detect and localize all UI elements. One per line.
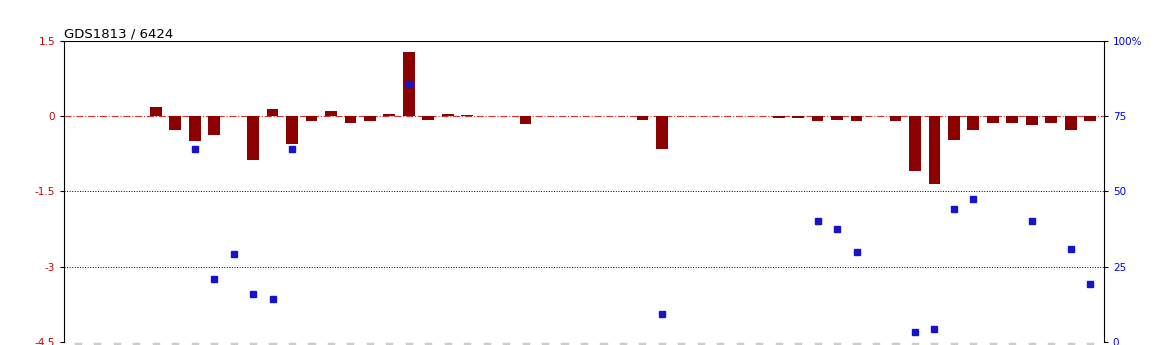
Bar xyxy=(656,117,668,149)
Bar xyxy=(403,52,415,117)
Bar xyxy=(1084,117,1096,121)
Bar xyxy=(987,117,999,123)
Bar xyxy=(832,117,843,120)
Bar xyxy=(1026,117,1037,126)
Bar xyxy=(1045,117,1057,123)
Bar xyxy=(383,114,395,117)
Bar xyxy=(773,117,785,118)
Bar xyxy=(248,117,259,160)
Bar xyxy=(325,111,336,117)
Bar xyxy=(442,114,453,117)
Bar xyxy=(890,117,902,121)
Bar xyxy=(266,109,278,117)
Bar xyxy=(812,117,823,121)
Bar xyxy=(1065,117,1077,130)
Bar xyxy=(1007,117,1018,123)
Bar xyxy=(792,117,804,118)
Bar xyxy=(850,117,862,121)
Bar xyxy=(909,117,920,171)
Bar xyxy=(423,117,434,120)
Bar xyxy=(150,107,161,117)
Bar xyxy=(967,117,979,130)
Bar xyxy=(169,117,181,130)
Bar xyxy=(948,117,960,140)
Bar xyxy=(189,117,201,141)
Bar xyxy=(929,117,940,184)
Bar xyxy=(345,117,356,124)
Bar xyxy=(286,117,298,144)
Bar xyxy=(461,115,473,117)
Bar xyxy=(364,117,376,121)
Text: GDS1813 / 6424: GDS1813 / 6424 xyxy=(64,27,174,40)
Bar xyxy=(208,117,220,136)
Bar xyxy=(637,117,648,120)
Bar xyxy=(306,117,318,121)
Bar xyxy=(520,117,531,124)
